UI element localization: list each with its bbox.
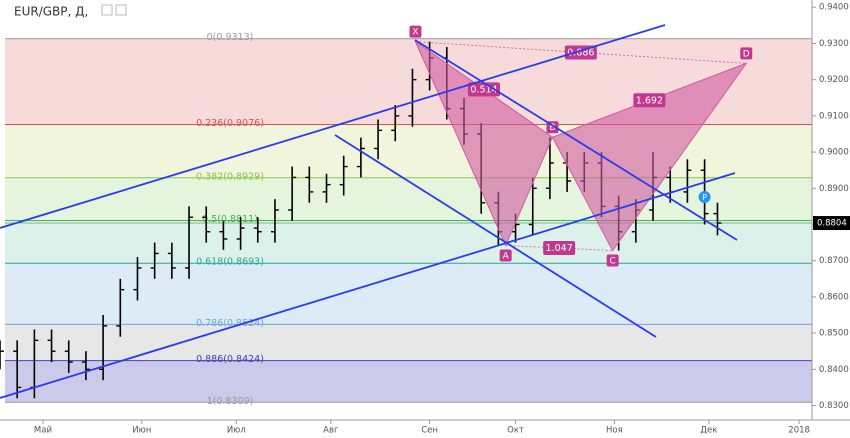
fib-label: 0(0.9313) [207, 32, 254, 43]
pattern-leg [552, 62, 747, 138]
x-tick-label: Дек [700, 426, 717, 436]
trend-line [0, 24, 666, 229]
marker-label: P [702, 193, 707, 202]
point-label: B [549, 123, 555, 133]
trend-line [414, 39, 738, 241]
x-tick-label: Окт [507, 426, 524, 436]
ratio-label: 1.047 [546, 243, 573, 254]
y-tick-label: 0.8400 [819, 365, 849, 375]
y-tick-label: 0.9400 [819, 3, 849, 13]
fib-levels: 0(0.9313) 0.236(0.9076) 0.382(0.8929) 0.5(0… [5, 32, 812, 407]
y-tick-label: 0.8900 [819, 184, 849, 194]
fib-band [5, 324, 812, 361]
icon[interactable] [101, 4, 113, 16]
ratio-label: 1.692 [636, 95, 663, 106]
fib-band [5, 360, 812, 403]
y-tick-label: 0.8500 [819, 329, 849, 339]
ratio-box [633, 93, 666, 108]
x-tick-label: Авг [323, 426, 339, 436]
x-tick-label: Май [34, 426, 52, 436]
last-price-box [813, 216, 850, 231]
x-tick-label: Июн [132, 426, 151, 436]
harmonic-pattern: 0.514 0.886 1.692 1.047 X A B C D P [409, 25, 753, 267]
y-tick-label: 0.9000 [819, 148, 849, 158]
y-tick-label: 0.8600 [819, 292, 849, 302]
y-tick-label: 0.9300 [819, 39, 849, 49]
trend-lines [0, 24, 738, 399]
y-tick-label: 0.9200 [819, 75, 849, 85]
fib-label: 0.236(0.9076) [196, 118, 264, 129]
fib-label: 0.618(0.8693) [196, 257, 264, 268]
fib-label: 1(0.8309) [207, 396, 254, 407]
ratio-label: 0.886 [567, 48, 594, 59]
fib-label: 0.786(0.8524) [196, 318, 264, 329]
x-tick-label: Июл [227, 426, 246, 436]
fib-label: 0.886(0.8424) [196, 354, 264, 365]
point-box [409, 25, 422, 38]
trend-line [334, 134, 657, 338]
icon[interactable] [115, 4, 127, 16]
x-tick-label: Сен [421, 426, 438, 436]
y-tick-label: 0.9100 [819, 111, 849, 121]
ratio-box [467, 82, 500, 97]
fib-band [5, 220, 812, 264]
last-price-label: 0.8804 [817, 219, 847, 229]
fib-band [5, 177, 812, 221]
trend-line [0, 172, 736, 399]
marker [698, 190, 711, 203]
point-label: C [610, 257, 616, 267]
ratio-label: 0.514 [470, 84, 497, 95]
time-axis [0, 420, 850, 438]
ratio-box [543, 241, 576, 256]
point-box [606, 254, 619, 267]
symbol-title: EUR/GBP, Д, [14, 5, 88, 19]
fib-label: 0.382(0.8929) [196, 171, 264, 182]
header-bg [0, 0, 130, 22]
x-tick-label: Ноя [606, 426, 623, 436]
fib-label: 0.5(0.8811) [202, 214, 258, 225]
x-tick-label: 2018 [788, 426, 810, 436]
point-label: D [743, 49, 750, 59]
point-label: X [412, 28, 418, 38]
y-tick-label: 0.8300 [819, 401, 849, 411]
point-label: A [503, 251, 510, 261]
point-box [740, 47, 753, 60]
point-box [499, 249, 512, 262]
y-tick-label: 0.8700 [819, 256, 849, 266]
axes: 0.83000.84000.85000.86000.87000.88000.89… [34, 3, 850, 436]
